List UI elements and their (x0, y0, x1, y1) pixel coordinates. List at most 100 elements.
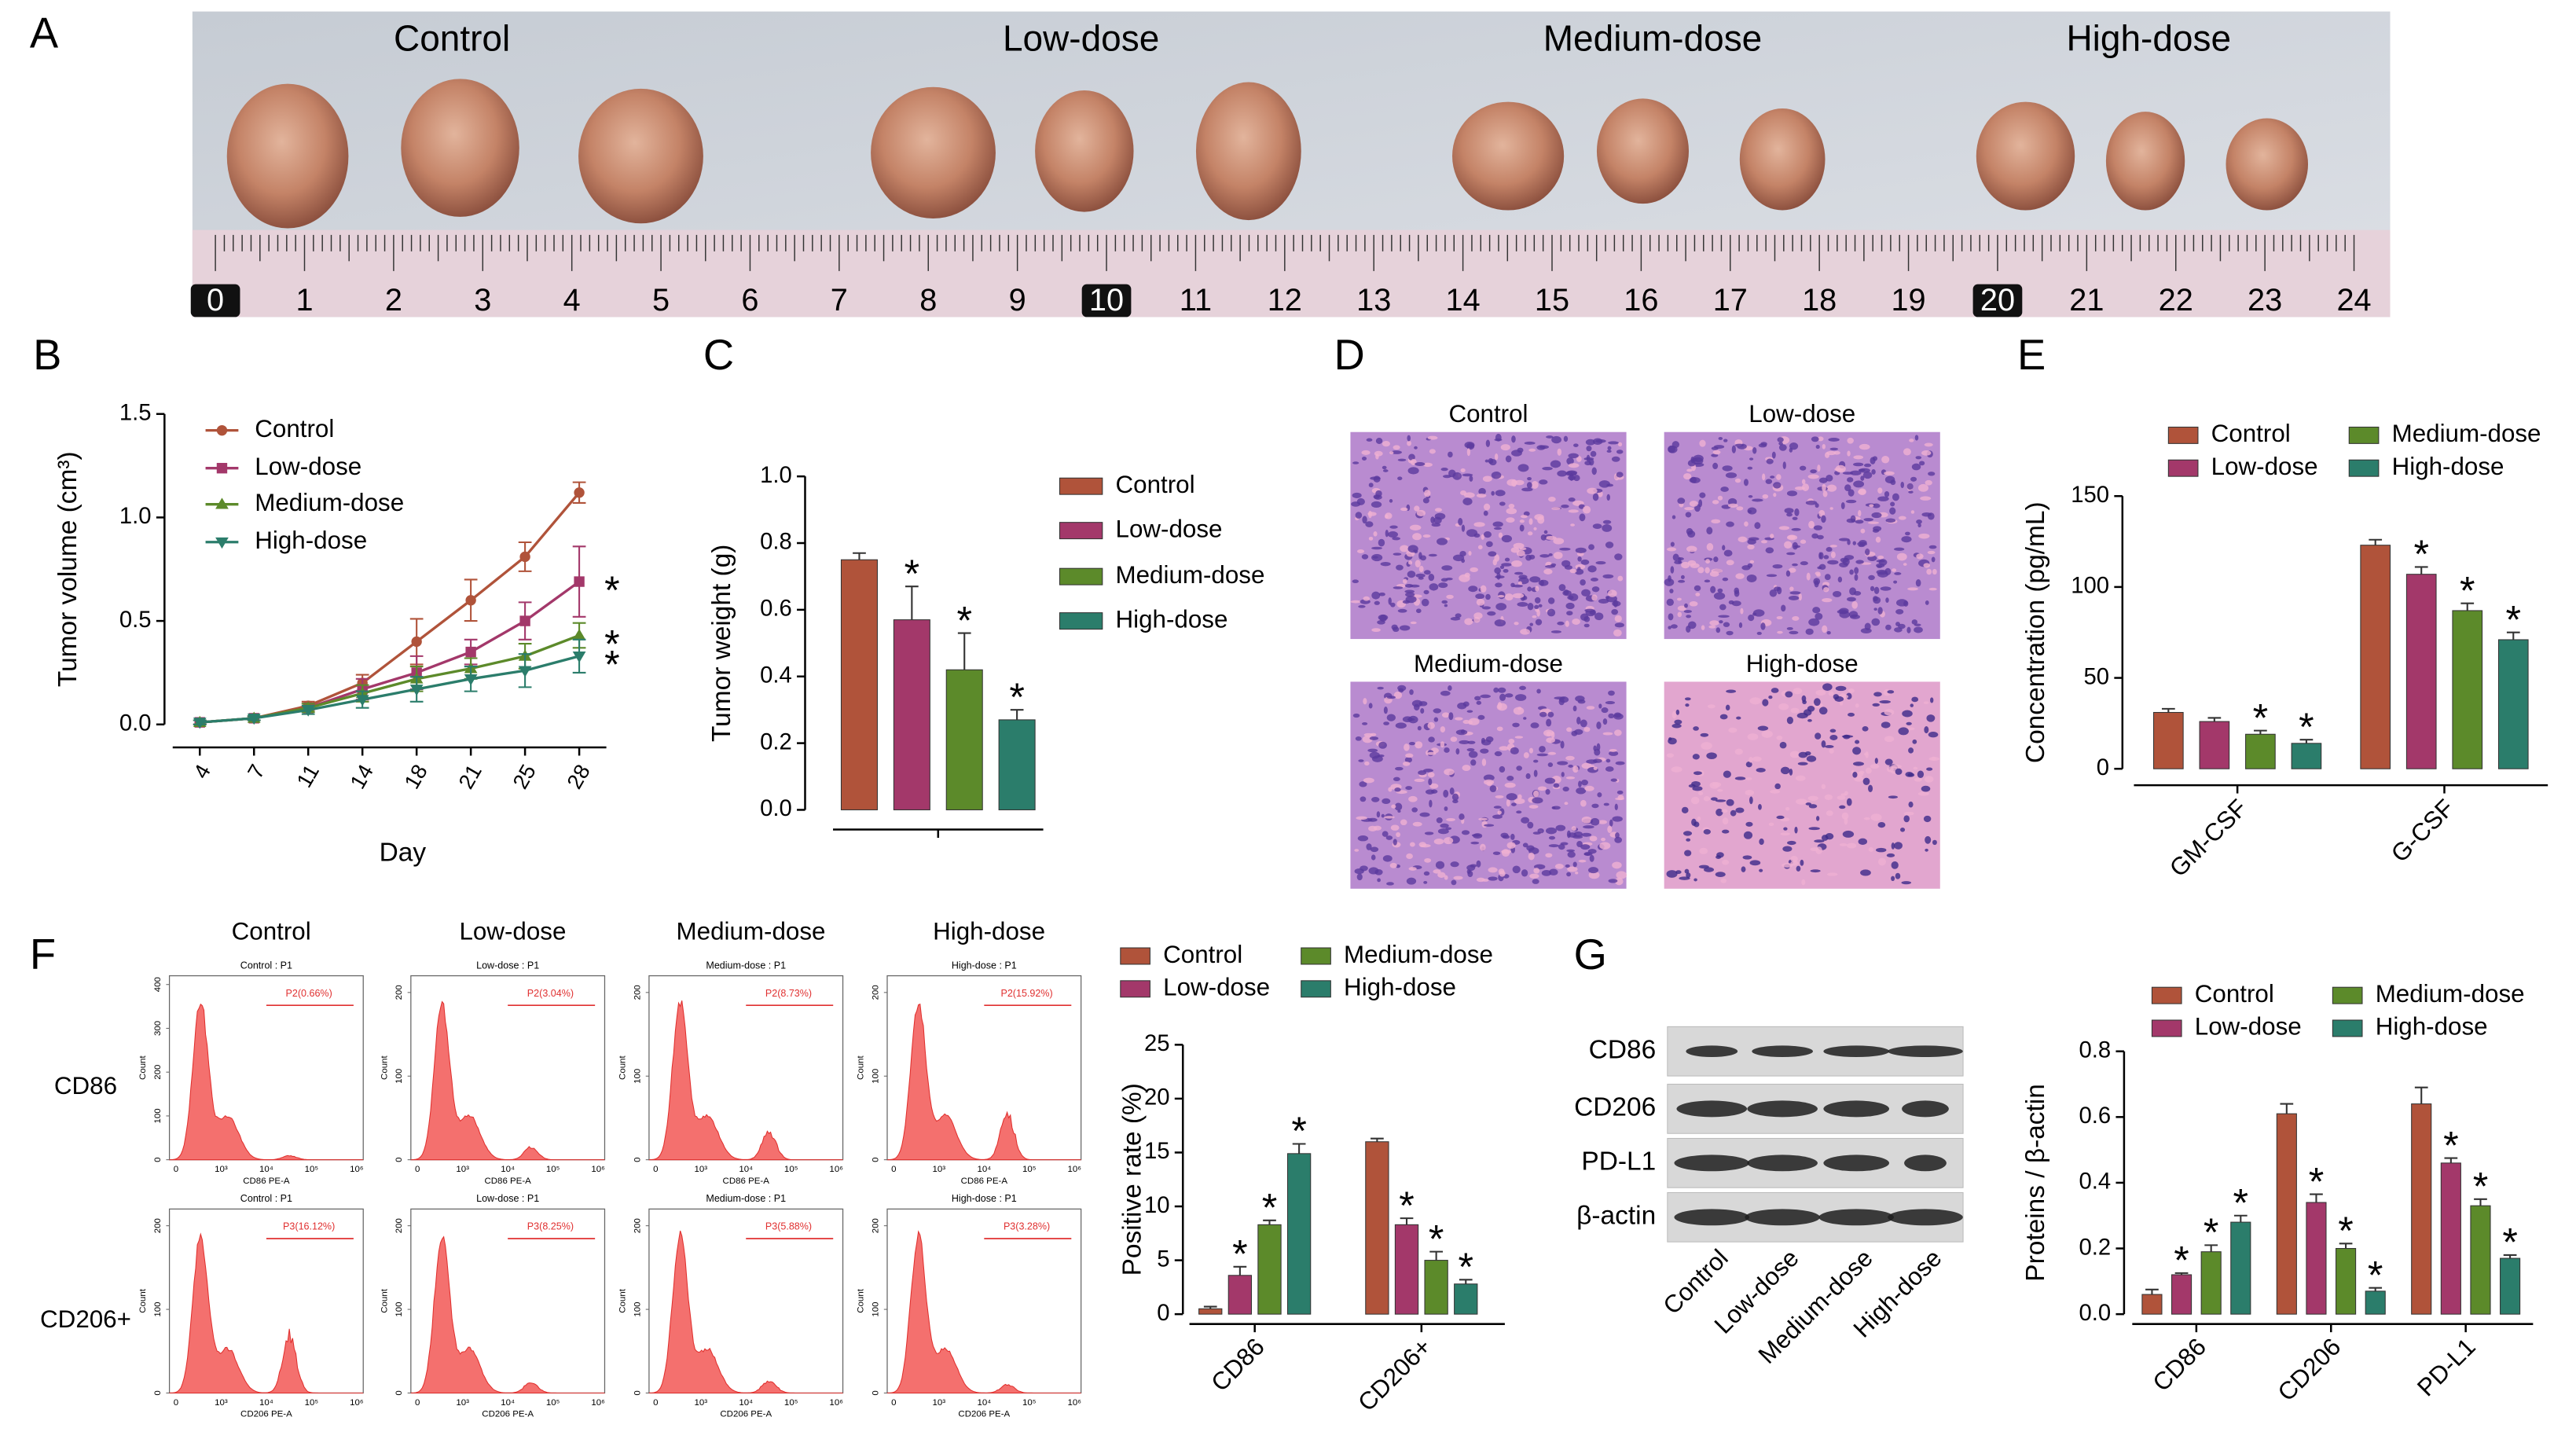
ruler-number: 4 (563, 283, 581, 318)
cell (1872, 529, 1880, 533)
cell (1680, 574, 1685, 579)
cell (1815, 503, 1819, 508)
legend-swatch (2151, 1019, 2182, 1037)
cell (1496, 726, 1503, 732)
cell (1517, 602, 1528, 608)
cell (1719, 620, 1723, 624)
cell (1835, 685, 1847, 692)
cell (1896, 552, 1907, 561)
cell (1715, 627, 1721, 633)
cell (1462, 497, 1473, 505)
cell (1704, 567, 1710, 574)
cell (1759, 868, 1763, 872)
cell (1726, 630, 1734, 636)
cell (1590, 450, 1597, 457)
cell (1610, 778, 1618, 782)
cell (1484, 824, 1495, 827)
cell (1608, 713, 1615, 719)
tumor (226, 83, 349, 229)
marker (465, 646, 476, 658)
cell (1358, 604, 1366, 608)
legend-swatch (2348, 459, 2380, 477)
cell (1567, 851, 1576, 858)
cell (1448, 451, 1453, 458)
cell (1749, 860, 1761, 866)
cell (1451, 879, 1457, 886)
cell (1546, 435, 1554, 439)
cell (1428, 553, 1437, 557)
cell (1723, 622, 1730, 627)
cell (1481, 879, 1489, 882)
cell (1924, 442, 1933, 447)
legend-label: Medium-dose (1344, 941, 1493, 968)
cell (1455, 613, 1462, 619)
cell (1367, 748, 1378, 753)
cell (1366, 843, 1372, 850)
cell (1712, 462, 1719, 470)
cell (1863, 817, 1870, 820)
cell (1580, 719, 1587, 728)
cell (1521, 487, 1533, 492)
line (200, 633, 580, 724)
cell (1591, 577, 1598, 582)
error-bar (1371, 1137, 1384, 1142)
cell (1903, 448, 1911, 456)
cell (1591, 765, 1595, 768)
cell (1706, 752, 1717, 760)
cell (1884, 709, 1895, 716)
flow-y-tick-label: 200 (394, 985, 404, 1000)
cell (1511, 450, 1522, 457)
cell (1403, 578, 1407, 584)
cell (1557, 448, 1562, 456)
cell (1927, 512, 1935, 520)
cell (1369, 751, 1380, 759)
cell (1760, 622, 1766, 630)
cell (1581, 762, 1592, 769)
cell (1756, 631, 1762, 635)
cell (1752, 756, 1762, 762)
cell (1735, 807, 1745, 813)
marker (519, 551, 530, 563)
bar (2153, 711, 2184, 769)
cell (1798, 593, 1802, 601)
cell (1550, 731, 1555, 739)
cell (1916, 553, 1924, 560)
cell (1799, 465, 1807, 471)
cell (1726, 521, 1734, 527)
cell (1856, 772, 1864, 777)
cell (1571, 826, 1576, 831)
cell (1741, 866, 1746, 872)
cell (1782, 863, 1793, 868)
cell (1374, 600, 1380, 605)
cell (1588, 871, 1600, 879)
cell (1850, 515, 1856, 523)
cell (1462, 719, 1470, 725)
cell (1497, 594, 1505, 598)
cell (1848, 712, 1855, 717)
flow-x-tick: 10⁴ (259, 1165, 273, 1174)
cell (1414, 446, 1418, 450)
cell (1865, 548, 1870, 556)
cell (1397, 685, 1407, 692)
cell (1434, 508, 1442, 512)
band (1747, 1100, 1818, 1118)
cell (1511, 435, 1516, 443)
cell (1568, 453, 1579, 459)
cell (1616, 871, 1627, 879)
y-tick-label: 0.0 (2079, 1301, 2112, 1326)
cell (1669, 589, 1674, 593)
cell (1895, 768, 1903, 775)
cell (1671, 766, 1682, 773)
cell (1678, 579, 1686, 583)
cell (1596, 743, 1601, 751)
cell (1530, 722, 1539, 729)
cell (1734, 478, 1741, 483)
cell (1461, 830, 1470, 835)
cell (1852, 541, 1857, 545)
ruler-number: 21 (2069, 283, 2104, 318)
cell (1470, 567, 1478, 573)
cell (1609, 748, 1617, 752)
cell (1561, 772, 1565, 777)
cell (1358, 759, 1364, 762)
cell (1858, 509, 1862, 517)
